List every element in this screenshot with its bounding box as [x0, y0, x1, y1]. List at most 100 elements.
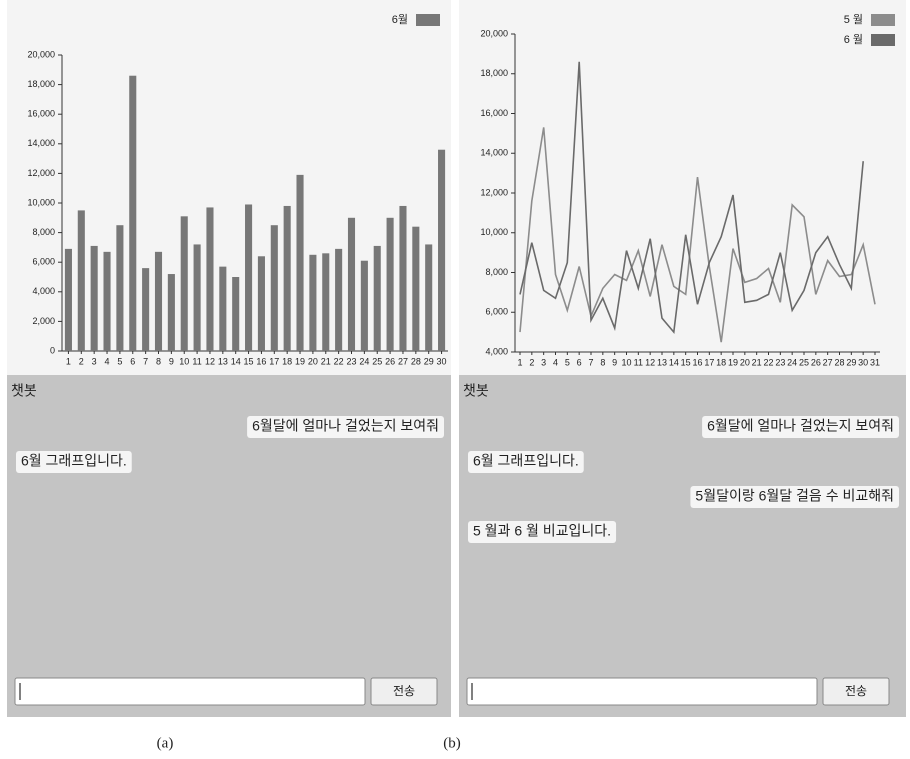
y-tick-label: 12,000	[480, 187, 508, 197]
bar	[412, 226, 420, 351]
x-tick-label: 6	[130, 356, 135, 366]
x-tick-label: 20	[740, 357, 750, 367]
x-tick-label: 21	[752, 357, 762, 367]
x-tick-label: 29	[424, 356, 434, 366]
x-tick-label: 13	[657, 357, 667, 367]
x-tick-label: 27	[398, 356, 408, 366]
legend-label: 5 월	[844, 13, 863, 26]
x-tick-label: 24	[359, 356, 369, 366]
bar	[270, 225, 278, 351]
x-tick-label: 14	[669, 357, 679, 367]
chat-message: 6월 그래프입니다.	[468, 451, 584, 473]
x-tick-label: 9	[612, 357, 617, 367]
x-tick-label: 6	[577, 357, 582, 367]
bar	[438, 149, 446, 351]
x-tick-label: 23	[775, 357, 785, 367]
x-tick-label: 8	[156, 356, 161, 366]
bar	[64, 248, 72, 351]
x-tick-label: 25	[799, 357, 809, 367]
x-tick-label: 11	[192, 356, 201, 366]
x-tick-label: 19	[728, 357, 738, 367]
x-tick-label: 28	[411, 356, 421, 366]
chat-message: 6월달에 얼마나 걸었는지 보여줘	[702, 416, 899, 438]
bar	[90, 245, 98, 351]
bar	[425, 244, 433, 351]
bar	[283, 205, 291, 351]
x-tick-label: 15	[681, 357, 691, 367]
x-tick-label: 13	[218, 356, 228, 366]
message-bubble	[702, 416, 899, 438]
send-button-label: 전송	[845, 684, 867, 698]
text-input[interactable]	[14, 677, 366, 706]
send-button[interactable]	[370, 677, 438, 706]
bar	[154, 251, 163, 351]
x-tick-label: 25	[372, 356, 382, 366]
x-tick-label: 26	[811, 357, 821, 367]
y-tick-label: 4,000	[32, 286, 55, 296]
bar	[347, 217, 356, 351]
x-tick-label: 22	[763, 357, 773, 367]
bar	[167, 274, 175, 351]
x-tick-label: 19	[295, 356, 305, 366]
x-tick-label: 2	[529, 357, 534, 367]
x-tick-label: 7	[143, 356, 148, 366]
bar	[206, 207, 214, 351]
x-tick-label: 22	[334, 356, 344, 366]
x-tick-label: 2	[79, 356, 84, 366]
bar	[373, 245, 381, 351]
x-tick-label: 16	[692, 357, 702, 367]
y-tick-label: 18,000	[480, 68, 508, 78]
y-tick-label: 16,000	[27, 109, 55, 119]
y-tick-label: 8,000	[32, 227, 55, 237]
legend-label: 6월	[392, 13, 408, 26]
x-tick-label: 20	[308, 356, 318, 366]
message-bubble	[468, 451, 584, 473]
y-tick-label: 8,000	[485, 267, 508, 277]
bar	[335, 248, 343, 351]
bar	[296, 174, 304, 351]
y-tick-label: 20,000	[27, 49, 55, 59]
message-text: 5 월과 6 월 비교입니다.	[473, 523, 611, 539]
x-tick-label: 18	[282, 356, 292, 366]
chart-area	[7, 0, 451, 375]
x-tick-label: 1	[517, 357, 522, 367]
message-bubble	[247, 416, 444, 438]
chat-message: 6월달에 얼마나 걸었는지 보여줘	[247, 416, 444, 438]
bar	[386, 217, 394, 351]
x-tick-label: 9	[169, 356, 174, 366]
x-tick-label: 12	[645, 357, 655, 367]
x-tick-label: 21	[321, 356, 331, 366]
x-tick-label: 17	[704, 357, 714, 367]
chat-message: 5 월과 6 월 비교입니다.	[468, 521, 617, 543]
x-tick-label: 11	[634, 357, 643, 367]
message-text: 6월달에 얼마나 걸었는지 보여줘	[707, 418, 894, 434]
y-tick-label: 12,000	[27, 168, 55, 178]
message-bubble	[468, 521, 617, 543]
message-bubble	[16, 451, 132, 473]
bar	[103, 251, 111, 351]
x-tick-label: 1	[66, 356, 71, 366]
text-input[interactable]	[466, 677, 818, 706]
x-tick-label: 23	[346, 356, 356, 366]
y-tick-label: 10,000	[480, 227, 508, 237]
bar	[116, 225, 124, 351]
x-tick-label: 28	[834, 357, 844, 367]
bar	[322, 253, 330, 351]
x-tick-label: 30	[858, 357, 868, 367]
send-button[interactable]	[822, 677, 890, 706]
y-tick-label: 14,000	[27, 138, 55, 148]
message-text: 6월달에 얼마나 걸었는지 보여줘	[252, 418, 439, 434]
x-tick-label: 15	[244, 356, 254, 366]
x-tick-label: 10	[621, 357, 631, 367]
message-text: 6월 그래프입니다.	[21, 453, 127, 469]
y-tick-label: 6,000	[32, 257, 55, 267]
bar	[309, 254, 317, 351]
x-tick-label: 4	[553, 357, 558, 367]
bar	[129, 75, 137, 351]
legend-swatch	[871, 34, 895, 46]
chat-title: 챗봇	[11, 383, 37, 399]
bar	[399, 205, 407, 351]
x-tick-label: 30	[437, 356, 447, 366]
line-series	[519, 127, 876, 343]
